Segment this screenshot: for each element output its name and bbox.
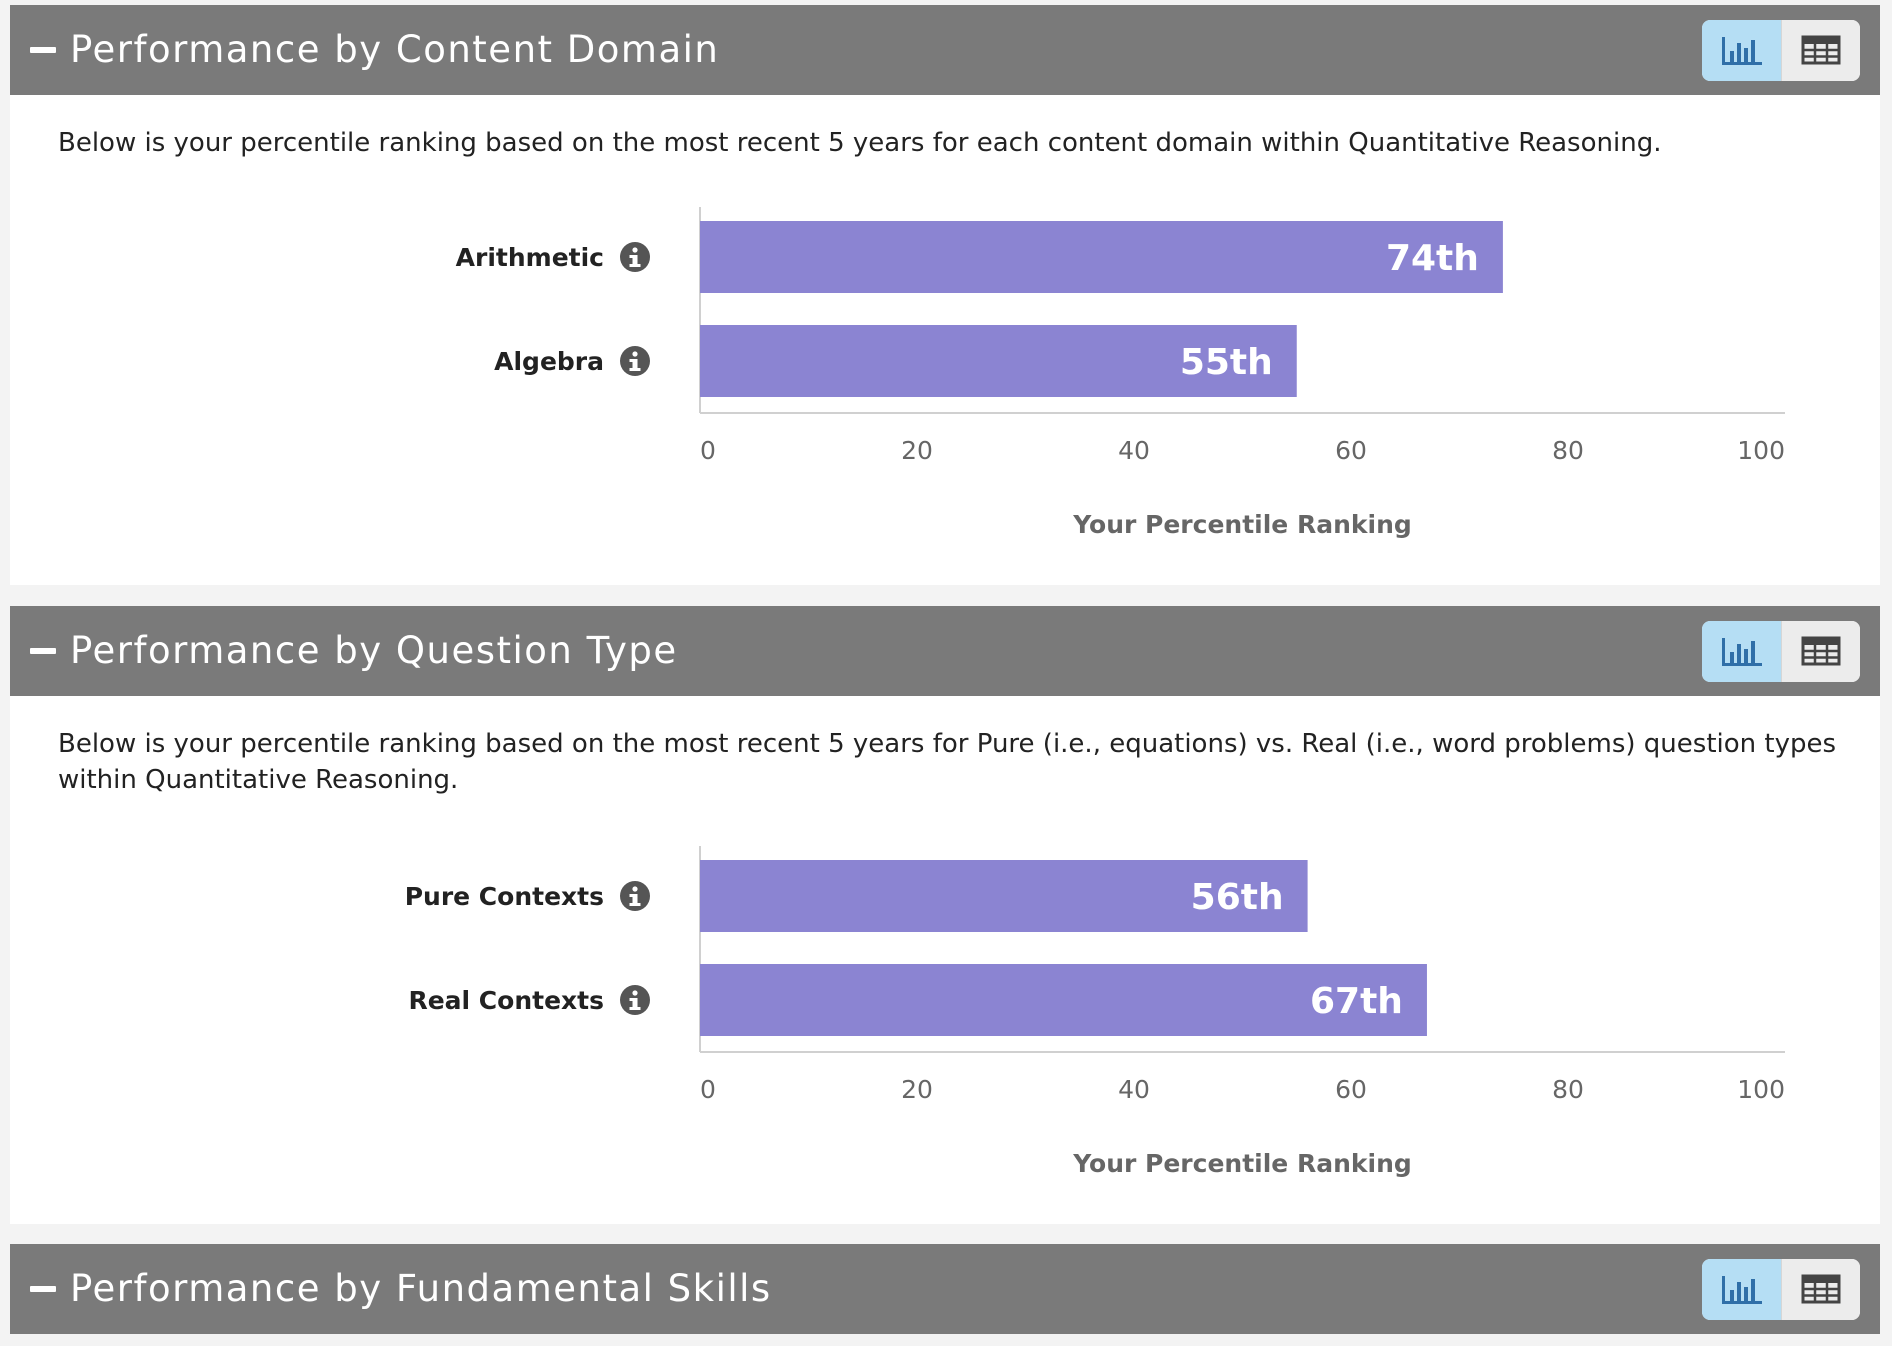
view-toggle [1702, 1259, 1860, 1320]
panel-title: Performance by Content Domain [70, 28, 720, 71]
info-icon[interactable] [620, 881, 650, 911]
bar-value-label: 56th [1191, 877, 1284, 918]
table-view-button[interactable] [1781, 1259, 1860, 1320]
table-icon [1801, 1274, 1841, 1304]
chart-view-button[interactable] [1702, 621, 1781, 682]
bar-chart-icon [1722, 638, 1762, 666]
info-icon[interactable] [620, 346, 650, 376]
table-icon [1801, 636, 1841, 666]
x-tick-label: 80 [1552, 436, 1584, 465]
x-tick-label: 20 [901, 1075, 933, 1104]
x-tick-label: 80 [1552, 1075, 1584, 1104]
panel-body: Below is your percentile ranking based o… [10, 95, 1880, 585]
panel-header: Performance by Question Type [10, 606, 1880, 696]
panel-content-domain: Performance by Content Domain [10, 5, 1880, 585]
info-icon[interactable] [620, 985, 650, 1015]
bar-chart-icon [1722, 1276, 1762, 1304]
bar-value-label: 67th [1310, 981, 1403, 1022]
percentile-bar-chart: 56th Pure Contexts 67th Real Contexts 0 20 40 6… [10, 844, 1880, 1214]
panel-question-type: Performance by Question Type [10, 606, 1880, 1224]
panel-description: Below is your percentile ranking based o… [58, 128, 1662, 158]
x-tick-label: 100 [1737, 1075, 1785, 1104]
x-axis-title: Your Percentile Ranking [1072, 1149, 1412, 1178]
view-toggle [1702, 20, 1860, 81]
bar-value-label: 74th [1386, 238, 1479, 279]
x-axis-title: Your Percentile Ranking [1072, 510, 1412, 539]
bar[interactable] [700, 860, 1308, 932]
category-label: Arithmetic [456, 243, 604, 272]
category-label: Algebra [494, 347, 604, 376]
x-tick-label: 60 [1335, 436, 1367, 465]
x-tick-label: 20 [901, 436, 933, 465]
minus-icon[interactable] [30, 1286, 56, 1292]
table-icon [1801, 35, 1841, 65]
category-label: Real Contexts [408, 986, 604, 1015]
x-tick-label: 60 [1335, 1075, 1367, 1104]
x-tick-label: 40 [1118, 436, 1150, 465]
x-tick-label: 0 [700, 1075, 716, 1104]
table-view-button[interactable] [1781, 621, 1860, 682]
bar[interactable] [700, 221, 1503, 293]
bar-value-label: 55th [1180, 342, 1273, 383]
panel-body: Below is your percentile ranking based o… [10, 696, 1880, 1224]
percentile-bar-chart: 74th Arithmetic 55th Algebra 0 20 40 60 80 100 You… [10, 205, 1880, 575]
bar[interactable] [700, 964, 1427, 1036]
view-toggle [1702, 621, 1860, 682]
chart-svg: 74th Arithmetic 55th Algebra 0 20 40 60 80 100 You… [456, 207, 1785, 539]
panel-title: Performance by Fundamental Skills [70, 1267, 772, 1310]
bar-chart-icon [1722, 37, 1762, 65]
panel-header: Performance by Content Domain [10, 5, 1880, 95]
minus-icon[interactable] [30, 47, 56, 53]
info-icon[interactable] [620, 242, 650, 272]
x-tick-label: 100 [1737, 436, 1785, 465]
chart-svg: 56th Pure Contexts 67th Real Contexts 0 20 40 6… [405, 846, 1785, 1178]
category-label: Pure Contexts [405, 882, 604, 911]
chart-view-button[interactable] [1702, 1259, 1781, 1320]
bar[interactable] [700, 325, 1297, 397]
panel-header: Performance by Fundamental Skills [10, 1244, 1880, 1334]
x-tick-label: 0 [700, 436, 716, 465]
panel-fundamental-skills: Performance by Fundamental Skills [10, 1244, 1880, 1346]
chart-view-button[interactable] [1702, 20, 1781, 81]
panel-description: Below is your percentile ranking based o… [58, 729, 1837, 795]
minus-icon[interactable] [30, 648, 56, 654]
table-view-button[interactable] [1781, 20, 1860, 81]
x-tick-label: 40 [1118, 1075, 1150, 1104]
panel-title: Performance by Question Type [70, 629, 678, 672]
